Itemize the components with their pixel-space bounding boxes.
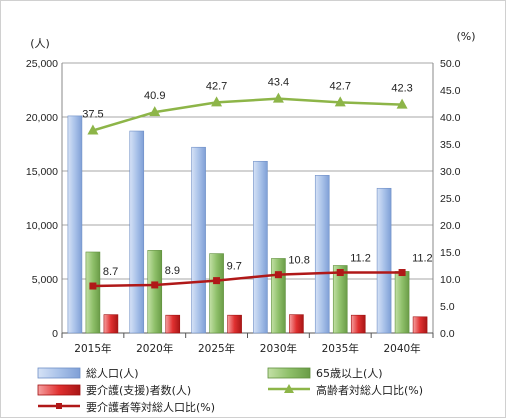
legend-label-care: 要介護(支援)者数(人) bbox=[86, 383, 191, 397]
legend-swatch-care bbox=[37, 384, 81, 396]
bar-care-recipients bbox=[165, 314, 181, 334]
data-label-care-ratio: 11.2 bbox=[412, 253, 433, 265]
square-marker bbox=[151, 281, 159, 289]
bar-elderly bbox=[271, 258, 286, 334]
legend-label-elderly-ratio: 高齢者対総人口比(%) bbox=[316, 383, 423, 397]
bars bbox=[67, 115, 428, 334]
triangle-marker bbox=[396, 98, 408, 109]
bar-care-recipients bbox=[289, 314, 304, 334]
square-marker bbox=[274, 271, 282, 279]
x-tick-label: 2015年 bbox=[74, 342, 111, 355]
bar-total-population bbox=[376, 187, 392, 334]
bar-care-recipients bbox=[412, 316, 428, 334]
left-axis-ticks: 0 5,000 10,000 15,000 20,000 25,000 bbox=[26, 58, 58, 340]
line-elderly-ratio bbox=[92, 97, 403, 132]
legend-item-total-population: 総人口(人) bbox=[37, 366, 139, 380]
data-label-elderly-ratio: 40.9 bbox=[144, 90, 165, 102]
data-label-care-ratio: 8.7 bbox=[103, 266, 118, 278]
bar-total-population bbox=[314, 175, 330, 334]
data-label-elderly-ratio: 43.4 bbox=[268, 77, 289, 89]
legend-item-care-recipients: 要介護(支援)者数(人) bbox=[37, 383, 191, 397]
triangle-marker bbox=[87, 124, 99, 135]
right-tick-label: 35.0 bbox=[440, 139, 461, 151]
right-tick-label: 10.0 bbox=[440, 274, 461, 286]
line-care-ratio bbox=[92, 271, 403, 288]
square-marker bbox=[336, 269, 344, 277]
left-tick-label: 10,000 bbox=[26, 220, 58, 232]
right-axis-ticks: 0.0 5.0 10.0 15.0 20.0 25.0 30.0 35.0 40.0 45.0 50… bbox=[440, 58, 461, 340]
data-label-care-ratio: 11.2 bbox=[350, 253, 371, 265]
square-marker bbox=[398, 269, 406, 277]
bar-care-recipients bbox=[350, 314, 366, 334]
left-tick-label: 20,000 bbox=[26, 112, 58, 124]
bar-elderly bbox=[332, 265, 348, 334]
x-tick-label: 2040年 bbox=[383, 342, 420, 355]
legend-swatch-total bbox=[37, 367, 81, 379]
right-tick-label: 0.0 bbox=[440, 328, 455, 340]
x-tick-label: 2030年 bbox=[260, 342, 297, 355]
bar-elderly bbox=[147, 250, 163, 334]
data-labels: 37.5 40.9 42.7 43.4 42.7 42.3 8.7 8.9 9.7 10.8 11.… bbox=[82, 77, 432, 278]
data-label-elderly-ratio: 42.3 bbox=[391, 83, 412, 95]
right-tick-label: 5.0 bbox=[440, 301, 455, 313]
bar-elderly bbox=[85, 251, 101, 334]
data-label-care-ratio: 8.9 bbox=[165, 265, 180, 277]
x-tick-label: 2035年 bbox=[322, 342, 359, 355]
triangle-marker bbox=[272, 92, 284, 103]
bar-total-population bbox=[129, 130, 145, 334]
right-tick-label: 20.0 bbox=[440, 220, 461, 232]
left-tick-label: 0 bbox=[52, 328, 58, 340]
x-tick-label: 2025年 bbox=[198, 342, 235, 355]
right-tick-label: 45.0 bbox=[440, 85, 461, 97]
left-tick-label: 5,000 bbox=[32, 274, 58, 286]
lines bbox=[87, 92, 408, 290]
data-label-elderly-ratio: 42.7 bbox=[330, 80, 351, 92]
right-axis-unit: (%) bbox=[456, 30, 475, 43]
legend-swatch-elderly bbox=[267, 367, 311, 379]
axes bbox=[61, 63, 434, 338]
bar-total-population bbox=[67, 115, 83, 334]
triangle-marker bbox=[334, 96, 346, 107]
data-label-care-ratio: 10.8 bbox=[288, 255, 309, 267]
bar-elderly bbox=[209, 253, 224, 334]
triangle-marker bbox=[211, 96, 223, 107]
legend-item-care-ratio: 要介護者等対総人口比(%) bbox=[38, 400, 215, 414]
x-axis-ticks: 2015年 2020年 2025年 2030年 2035年 2040年 bbox=[74, 342, 420, 355]
x-tick-label: 2020年 bbox=[136, 342, 173, 355]
triangle-marker-icon bbox=[284, 384, 294, 393]
data-label-care-ratio: 9.7 bbox=[227, 261, 242, 273]
bar-elderly bbox=[394, 271, 410, 334]
triangle-marker bbox=[149, 106, 161, 117]
right-tick-label: 25.0 bbox=[440, 193, 461, 205]
data-label-elderly-ratio: 37.5 bbox=[82, 109, 103, 121]
left-tick-label: 25,000 bbox=[26, 58, 58, 70]
square-marker bbox=[89, 282, 97, 290]
bar-care-recipients bbox=[103, 314, 119, 334]
left-axis-unit: (人) bbox=[30, 37, 50, 50]
gridlines bbox=[62, 62, 433, 280]
bar-total-population bbox=[253, 160, 268, 334]
bar-total-population bbox=[191, 146, 206, 334]
bar-care-recipients bbox=[227, 314, 242, 334]
legend-item-elderly-ratio: 高齢者対総人口比(%) bbox=[268, 383, 423, 397]
left-tick-label: 15,000 bbox=[26, 166, 58, 178]
right-tick-label: 50.0 bbox=[440, 58, 461, 70]
right-tick-label: 15.0 bbox=[440, 247, 461, 259]
legend-label-elderly: 65歳以上(人) bbox=[316, 367, 383, 380]
right-tick-label: 40.0 bbox=[440, 112, 461, 124]
legend-label-total: 総人口(人) bbox=[86, 366, 139, 380]
legend-item-elderly: 65歳以上(人) bbox=[267, 367, 383, 380]
right-tick-label: 30.0 bbox=[440, 166, 461, 178]
legend: 総人口(人) 65歳以上(人) 要介護(支援)者数(人) 高齢者対総人口比(%)… bbox=[37, 366, 423, 414]
legend-label-care-ratio: 要介護者等対総人口比(%) bbox=[86, 400, 215, 414]
data-label-elderly-ratio: 42.7 bbox=[206, 80, 227, 92]
square-marker bbox=[213, 277, 221, 285]
square-marker-icon bbox=[56, 403, 62, 409]
